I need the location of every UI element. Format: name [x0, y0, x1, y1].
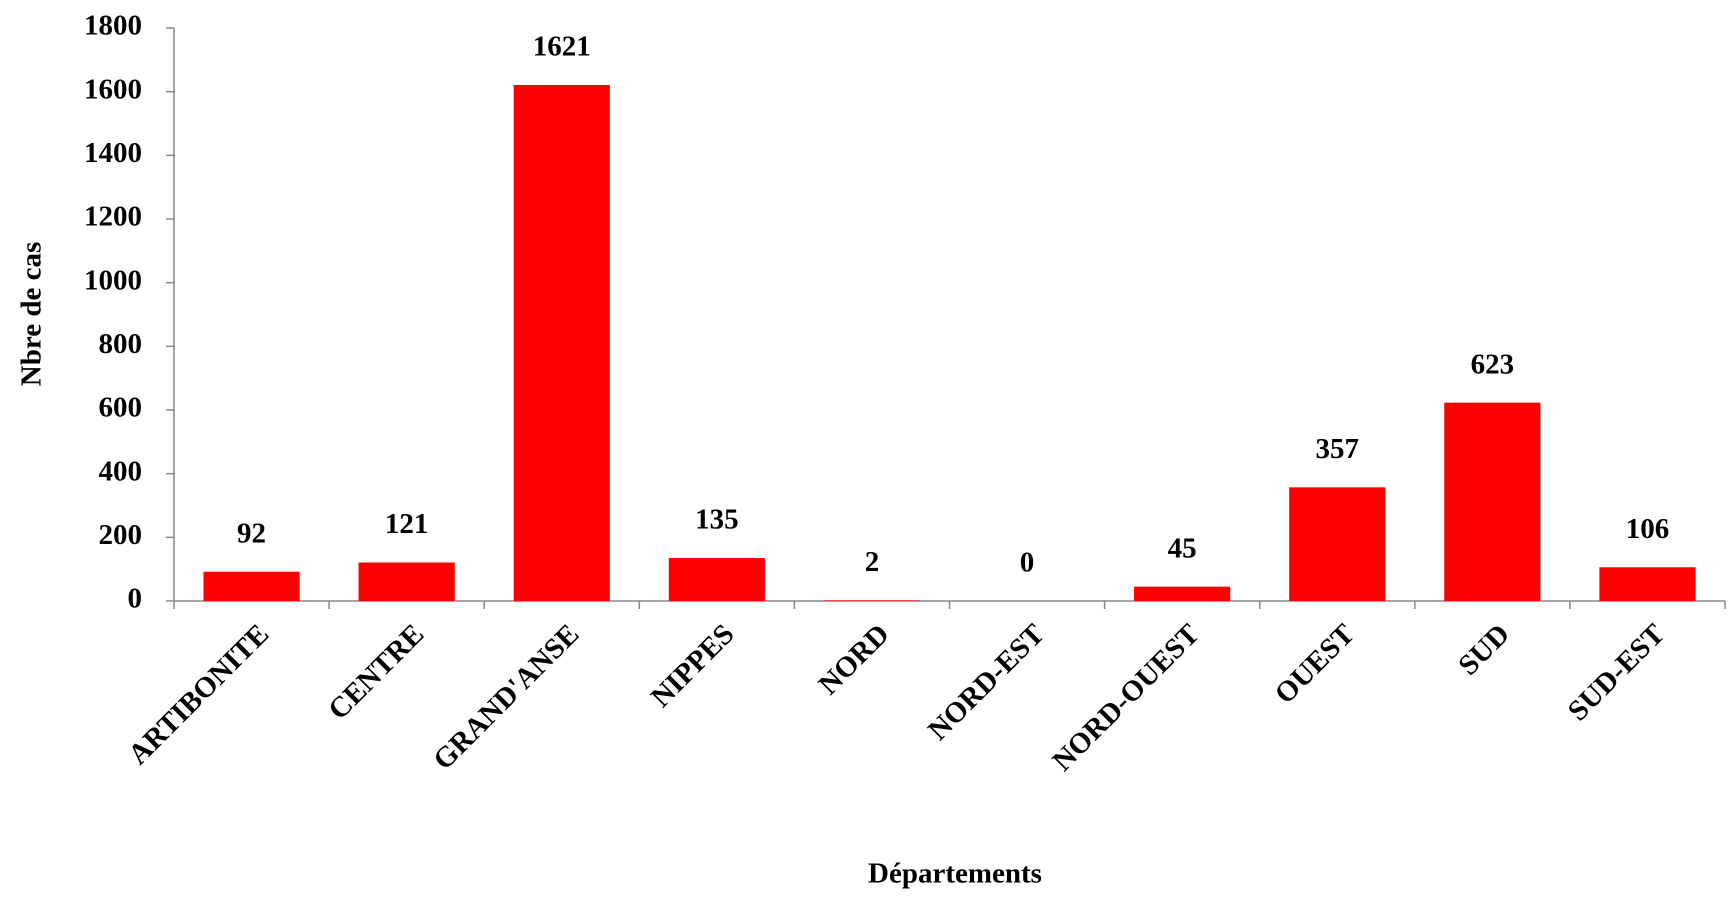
bar — [1444, 402, 1541, 601]
data-label: 357 — [1316, 433, 1360, 465]
x-axis-title: Départements — [868, 858, 1042, 890]
data-label: 121 — [385, 508, 429, 540]
bar — [203, 571, 300, 601]
x-tick-label: CENTRE — [322, 618, 430, 726]
bar — [823, 600, 921, 601]
data-label: 106 — [1626, 513, 1670, 545]
y-tick-label: 1600 — [84, 73, 142, 105]
x-tick-label: NORD-EST — [922, 618, 1051, 747]
bar — [513, 84, 610, 601]
bar — [1134, 586, 1231, 601]
data-label: 2 — [865, 546, 880, 578]
data-label: 45 — [1168, 532, 1197, 564]
x-tick-label: SUD-EST — [1562, 618, 1671, 727]
data-label: 623 — [1471, 348, 1515, 380]
data-label: 92 — [237, 517, 266, 549]
data-label: 135 — [695, 504, 739, 536]
y-axis-title: Nbre de cas — [16, 242, 48, 386]
x-tick-label: GRAND'ANSE — [427, 618, 585, 776]
y-tick-label: 0 — [128, 583, 143, 615]
y-tick-label: 1800 — [84, 10, 142, 42]
x-tick-label: NORD — [813, 618, 896, 701]
y-tick-label: 200 — [99, 519, 143, 551]
data-label: 0 — [1020, 547, 1035, 579]
y-tick-label: 600 — [99, 392, 143, 424]
x-tick-label: NORD-OUEST — [1046, 618, 1205, 777]
data-label: 1621 — [533, 31, 591, 63]
x-tick-label: ARTIBONITE — [122, 618, 275, 771]
y-tick-label: 1200 — [84, 201, 142, 233]
x-tick-label: NIPPES — [645, 618, 741, 714]
x-tick-label: SUD — [1452, 618, 1516, 682]
bar — [668, 558, 765, 601]
bar — [1289, 487, 1386, 601]
bar — [1599, 567, 1696, 601]
y-tick-label: 400 — [99, 455, 143, 487]
y-tick-label: 1000 — [84, 264, 142, 296]
y-tick-label: 1400 — [84, 137, 142, 169]
bar — [358, 562, 455, 601]
y-tick-label: 800 — [99, 328, 143, 360]
x-tick-label: OUEST — [1269, 618, 1361, 710]
